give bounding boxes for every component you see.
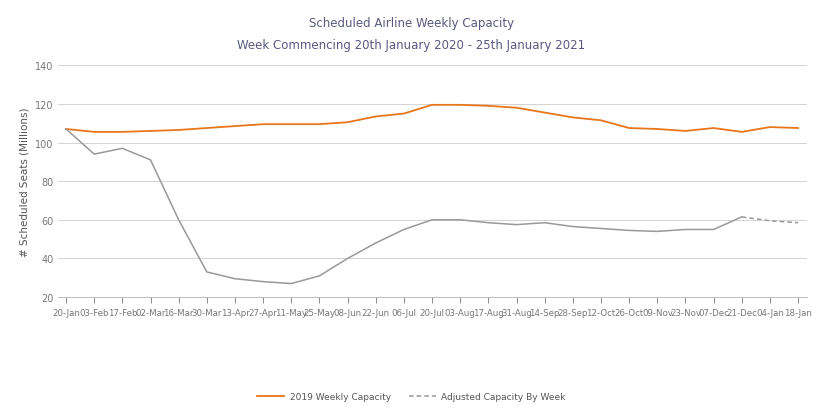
Text: Scheduled Airline Weekly Capacity: Scheduled Airline Weekly Capacity [309,17,514,29]
Legend: 2019 Weekly Capacity, Adjusted Capacity By Week: 2019 Weekly Capacity, Adjusted Capacity … [253,388,570,404]
Y-axis label: # Scheduled Seats (Millions): # Scheduled Seats (Millions) [20,107,30,256]
Text: Week Commencing 20th January 2020 - 25th January 2021: Week Commencing 20th January 2020 - 25th… [238,39,585,52]
